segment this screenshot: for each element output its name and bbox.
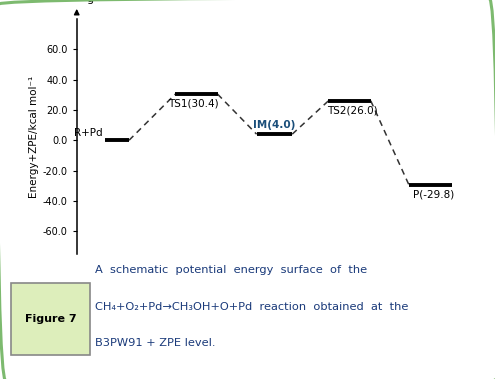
Text: TS1(30.4): TS1(30.4) (168, 99, 219, 108)
Text: A  schematic  potential  energy  surface  of  the: A schematic potential energy surface of … (96, 265, 367, 275)
Text: TS2(26.0): TS2(26.0) (327, 105, 378, 115)
Text: R+Pd: R+Pd (74, 127, 102, 138)
Text: g: g (87, 0, 94, 4)
Text: P(-29.8): P(-29.8) (412, 190, 454, 200)
Y-axis label: Energy+ZPE/kcal mol⁻¹: Energy+ZPE/kcal mol⁻¹ (29, 75, 39, 197)
Text: Figure 7: Figure 7 (25, 314, 77, 324)
Text: CH₄+O₂+Pd→CH₃OH+O+Pd  reaction  obtained  at  the: CH₄+O₂+Pd→CH₃OH+O+Pd reaction obtained a… (96, 302, 409, 312)
Text: IM(4.0): IM(4.0) (253, 121, 296, 130)
Text: B3PW91 + ZPE level.: B3PW91 + ZPE level. (96, 338, 216, 348)
FancyBboxPatch shape (11, 283, 91, 355)
